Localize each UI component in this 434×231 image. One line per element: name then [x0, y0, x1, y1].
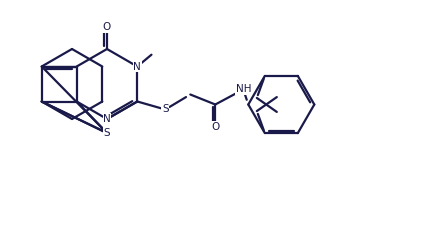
Text: N: N — [103, 114, 111, 124]
Text: O: O — [210, 122, 219, 131]
Text: NH: NH — [235, 85, 250, 94]
Text: S: S — [161, 104, 168, 115]
Text: O: O — [102, 22, 111, 32]
Text: S: S — [103, 128, 110, 138]
Text: N: N — [133, 61, 141, 72]
